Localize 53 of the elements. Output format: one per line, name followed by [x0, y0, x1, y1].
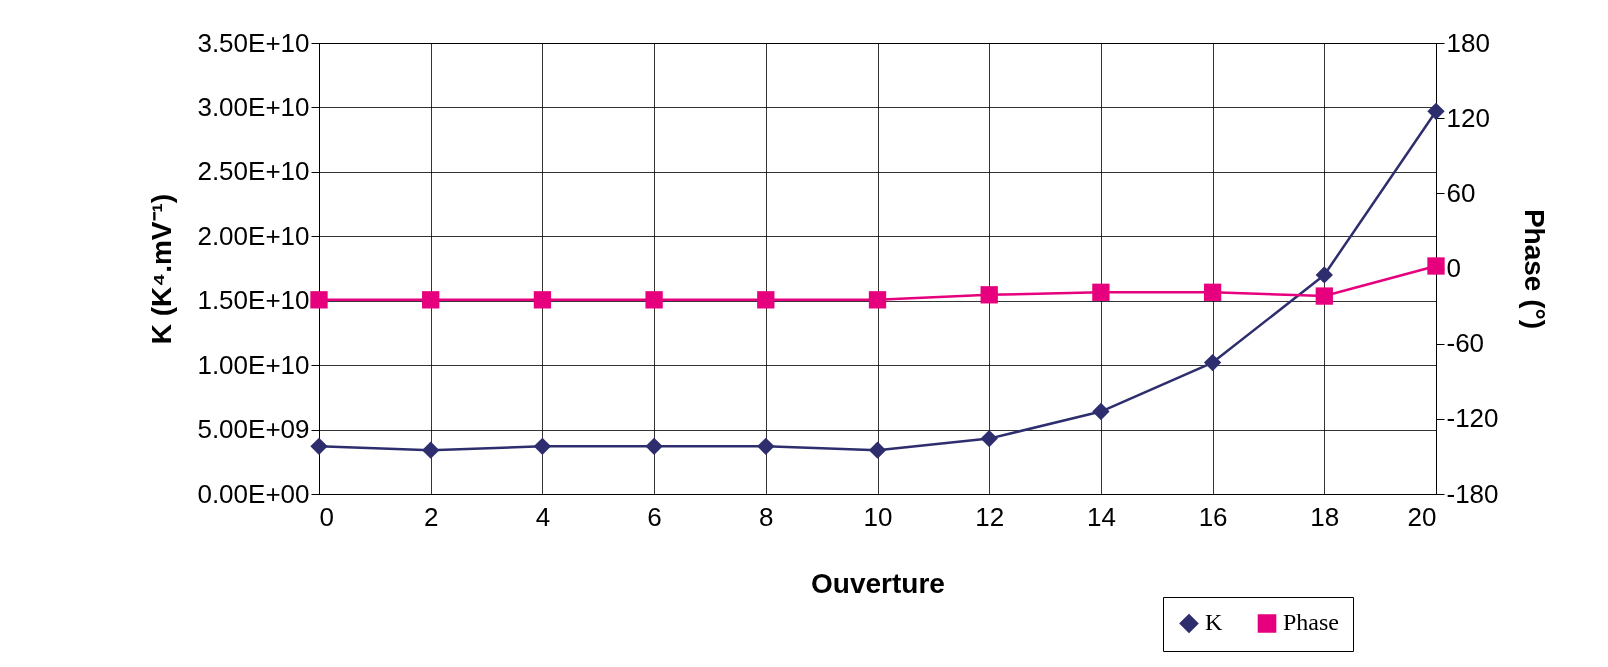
point: [868, 291, 887, 309]
point: [422, 441, 440, 459]
point: [1092, 283, 1110, 301]
x-tick-label: 8: [759, 501, 774, 532]
x-tick-label: 10: [863, 501, 893, 532]
point: [1315, 287, 1333, 305]
x-tick-label: 18: [1310, 501, 1340, 532]
y2-tick-label: 180: [1446, 27, 1490, 58]
y-axis-title: K (K⁴.mV⁻¹): [146, 193, 178, 345]
point: [757, 291, 775, 309]
legend-label: Phase: [1283, 609, 1339, 636]
point: [645, 291, 663, 309]
point: [310, 437, 328, 455]
y-tick-label: 1.00E+10: [197, 349, 310, 380]
x-tick-label: 0: [319, 501, 334, 532]
x-tick-label: 20: [1407, 501, 1437, 532]
point: [1315, 266, 1333, 284]
x-axis-title: Ouverture: [811, 567, 945, 599]
point: [980, 286, 998, 304]
point: [533, 291, 552, 309]
y-tick-label: 3.00E+10: [197, 91, 310, 122]
y-tick-label: 1.50E+10: [197, 285, 310, 316]
x-tick-label: 12: [975, 501, 1005, 532]
y2-tick-label: -60: [1446, 328, 1485, 359]
point: [980, 429, 998, 448]
x-tick-label: 6: [647, 501, 662, 532]
y2-tick-label: -180: [1446, 478, 1499, 509]
x-tick-label: 14: [1086, 501, 1116, 532]
point: [645, 437, 663, 455]
y2-tick-label: 60: [1446, 177, 1476, 208]
point: [310, 291, 328, 309]
y-tick-label: 2.50E+10: [197, 156, 310, 187]
point: [533, 437, 552, 455]
y-tick-label: 0.00E+00: [197, 478, 310, 509]
point: [1092, 402, 1110, 421]
point: [422, 291, 440, 309]
point: [1427, 102, 1445, 120]
y-tick-label: 5.00E+09: [197, 414, 310, 445]
y2-tick-label: 0: [1446, 253, 1461, 283]
x-tick-label: 4: [535, 501, 551, 532]
point: [1203, 283, 1222, 301]
x-tick-label: 16: [1198, 501, 1228, 532]
y2-tick-label: 120: [1446, 102, 1490, 133]
y2-axis-title: Phase (°): [1518, 208, 1550, 330]
x-tick-label: 2: [423, 501, 439, 532]
y-tick-label: 3.50E+10: [197, 27, 310, 58]
point: [868, 441, 887, 459]
point: [1427, 257, 1445, 275]
y-tick-label: 2.00E+10: [197, 220, 310, 251]
legend-label: K: [1205, 609, 1223, 636]
point: [1203, 353, 1222, 372]
point: [757, 437, 775, 455]
y2-tick-label: -120: [1446, 403, 1499, 434]
